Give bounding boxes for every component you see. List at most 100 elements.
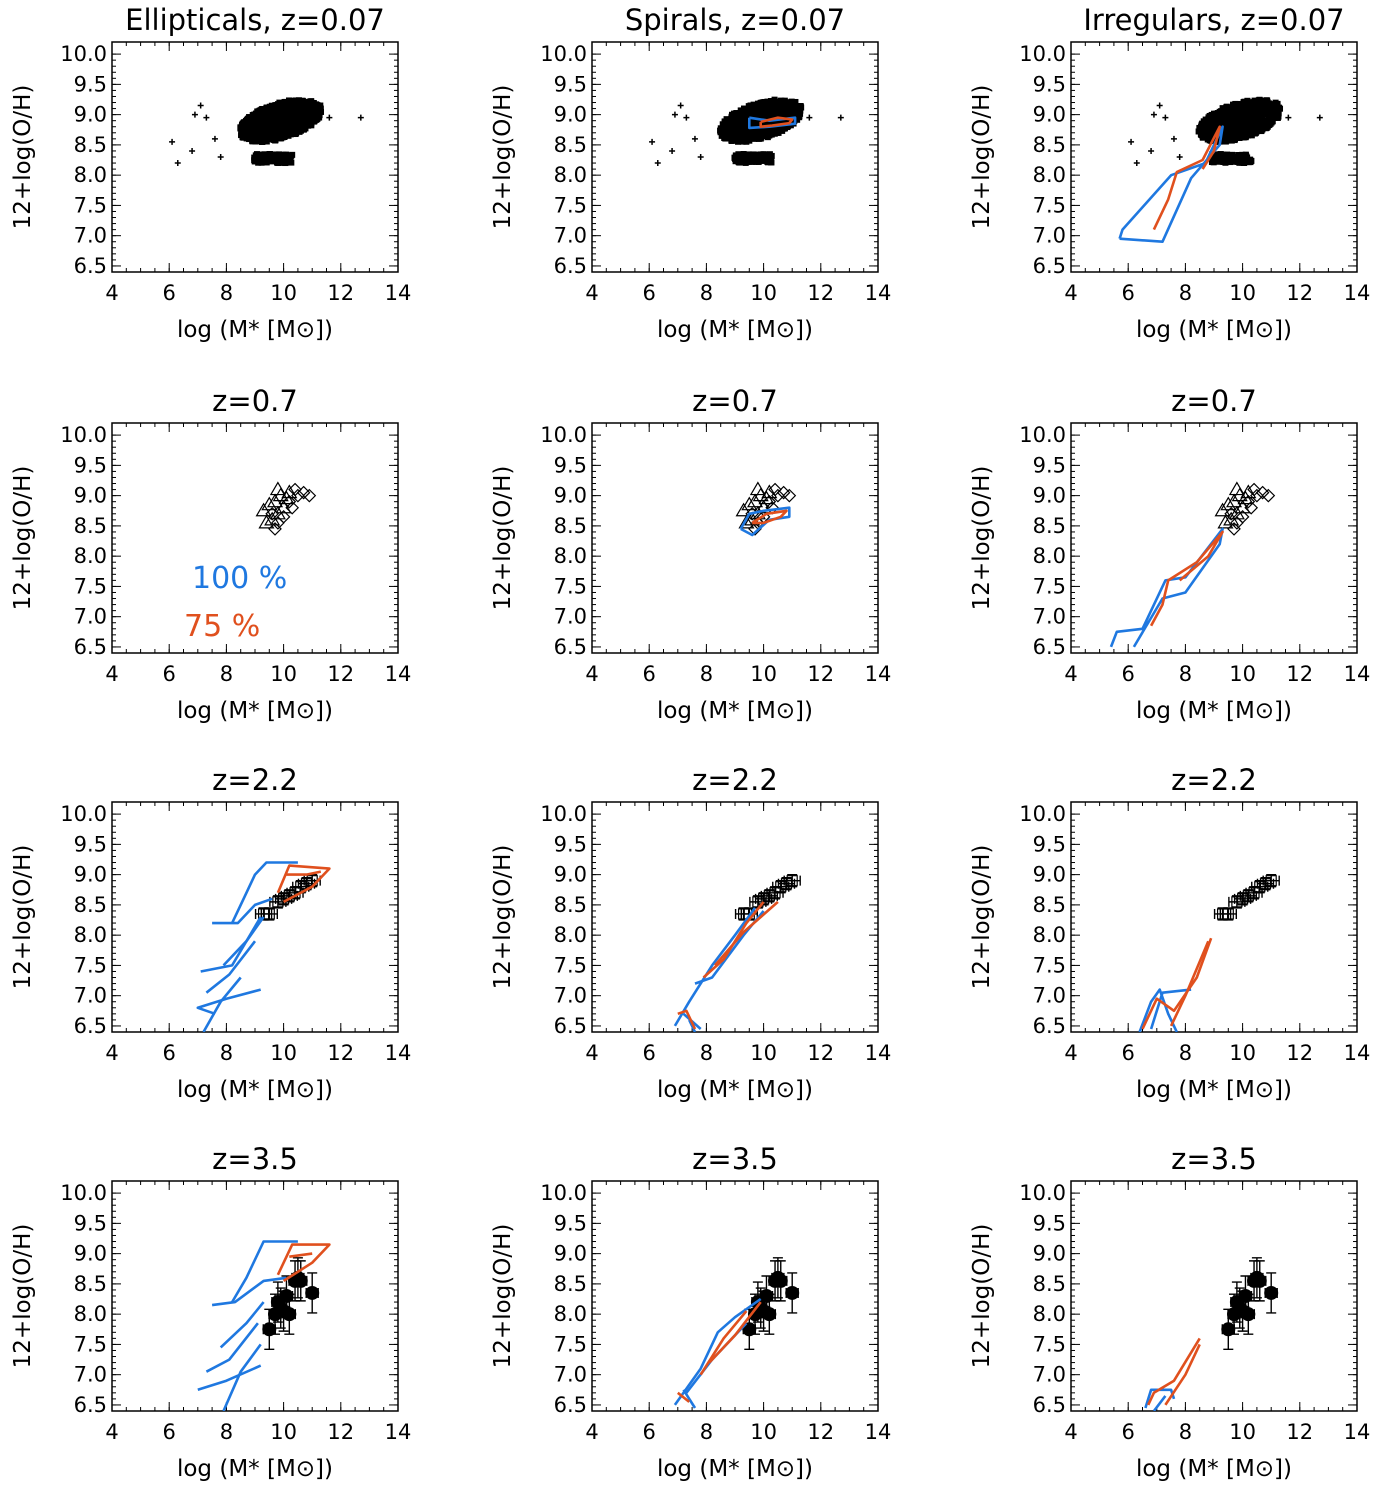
- data-point: [286, 117, 293, 124]
- x-tick-label: 14: [865, 1420, 892, 1444]
- y-axis-label: 12+log(O/H): [490, 845, 516, 990]
- plot-area: [1138, 873, 1280, 1032]
- data-point: [1231, 115, 1238, 122]
- data-point: [273, 117, 280, 124]
- outlier-point: [1170, 135, 1177, 142]
- y-tick-label: 8.5: [74, 1272, 107, 1296]
- blue-track: [205, 1322, 259, 1373]
- data-point: [755, 154, 762, 161]
- x-tick-label: 14: [385, 662, 412, 686]
- y-tick-label: 8.0: [554, 163, 587, 187]
- data-point: [1209, 152, 1216, 159]
- blue-track: [211, 1276, 287, 1307]
- diamond-point: [1247, 482, 1261, 497]
- y-tick-label: 10.0: [60, 802, 107, 826]
- x-axis-label: log (M* [M⊙]): [177, 1077, 333, 1103]
- errorbar-point: [783, 873, 801, 888]
- data-point: [1258, 127, 1265, 134]
- y-tick-label: 9.0: [74, 103, 107, 127]
- filled-point: [1264, 1285, 1279, 1300]
- square-point: [763, 890, 775, 902]
- outlier-point: [697, 154, 704, 160]
- x-tick-label: 6: [1122, 1041, 1135, 1065]
- data-point: [1256, 123, 1263, 130]
- x-axis-label: log (M* [M⊙]): [177, 1456, 333, 1482]
- blue-track: [673, 907, 757, 1027]
- x-tick-label: 4: [1064, 1420, 1077, 1444]
- outlier-point: [357, 114, 364, 121]
- data-point: [1222, 122, 1229, 129]
- data-point: [1210, 132, 1217, 139]
- data-point: [1245, 106, 1252, 113]
- data-point: [739, 131, 746, 138]
- x-tick-label: 12: [807, 281, 834, 305]
- panel: z=0.7 4 6 8 10 12 14 6.5 7.0 7.5 8.0 8.5 9.0 9.5 10.0 l…: [10, 384, 411, 724]
- diamond-point: [1227, 522, 1241, 536]
- y-tick-label: 7.5: [554, 1332, 587, 1356]
- data-point: [786, 112, 793, 119]
- data-point: [1248, 129, 1255, 136]
- x-tick-label: 10: [1229, 281, 1256, 305]
- data-point: [1249, 112, 1256, 119]
- panel-title: z=0.7: [1171, 384, 1257, 418]
- data-point: [317, 107, 324, 114]
- plot-frame: [591, 422, 879, 654]
- data-point: [260, 158, 267, 165]
- data-point: [252, 111, 259, 118]
- data-point: [796, 114, 803, 121]
- y-tick-label: 8.0: [1033, 1302, 1066, 1326]
- square-point: [780, 878, 793, 890]
- y-tick-label: 7.5: [1033, 574, 1066, 598]
- data-point: [284, 106, 291, 113]
- square-point: [1231, 896, 1243, 908]
- data-point: [732, 135, 739, 142]
- outlier-point: [217, 154, 224, 160]
- y-tick-label: 8.5: [74, 514, 107, 538]
- x-tick-label: 4: [585, 1420, 598, 1444]
- data-point: [1272, 109, 1279, 116]
- triangle-point: [1240, 484, 1257, 499]
- outlier-point: [649, 138, 656, 145]
- data-point: [268, 132, 275, 139]
- x-axis-label: log (M* [M⊙]): [657, 317, 813, 343]
- panel-title: Spirals, z=0.07: [625, 3, 845, 37]
- data-point: [257, 118, 264, 125]
- errorbar-point: [260, 907, 278, 921]
- red-track: [1164, 1343, 1201, 1406]
- data-point: [733, 153, 740, 160]
- data-point: [771, 110, 778, 117]
- data-point: [289, 111, 296, 118]
- triangle-point: [258, 514, 275, 529]
- diamond-point: [1261, 488, 1276, 503]
- y-tick-label: 7.0: [1033, 605, 1066, 629]
- data-point: [271, 109, 278, 116]
- red-track: [289, 1252, 313, 1258]
- data-point: [783, 119, 790, 126]
- data-point: [1274, 103, 1281, 110]
- data-point: [1260, 108, 1267, 115]
- data-point: [264, 112, 271, 119]
- diamond-point: [782, 488, 797, 503]
- data-point: [1231, 137, 1238, 144]
- y-tick-label: 8.5: [74, 133, 107, 157]
- blue-track: [202, 976, 242, 1032]
- data-point: [1203, 134, 1210, 141]
- outlier-point: [1316, 114, 1323, 121]
- data-point: [1259, 121, 1266, 128]
- triangle-point: [261, 496, 278, 511]
- outlier-point: [1150, 111, 1157, 118]
- outlier-point: [191, 111, 198, 118]
- data-point: [272, 102, 279, 109]
- outlier-point: [1285, 114, 1292, 121]
- diamond-point: [268, 522, 282, 536]
- data-point: [786, 99, 793, 106]
- x-tick-label: 10: [1229, 1420, 1256, 1444]
- data-point: [241, 119, 248, 126]
- y-tick-label: 9.0: [554, 863, 587, 887]
- y-tick-label: 8.0: [74, 923, 107, 947]
- data-point: [263, 130, 270, 137]
- y-tick-label: 7.0: [74, 984, 107, 1008]
- y-tick-label: 7.5: [74, 1332, 107, 1356]
- errorbar-point: [1256, 877, 1275, 891]
- triangle-point: [269, 481, 286, 496]
